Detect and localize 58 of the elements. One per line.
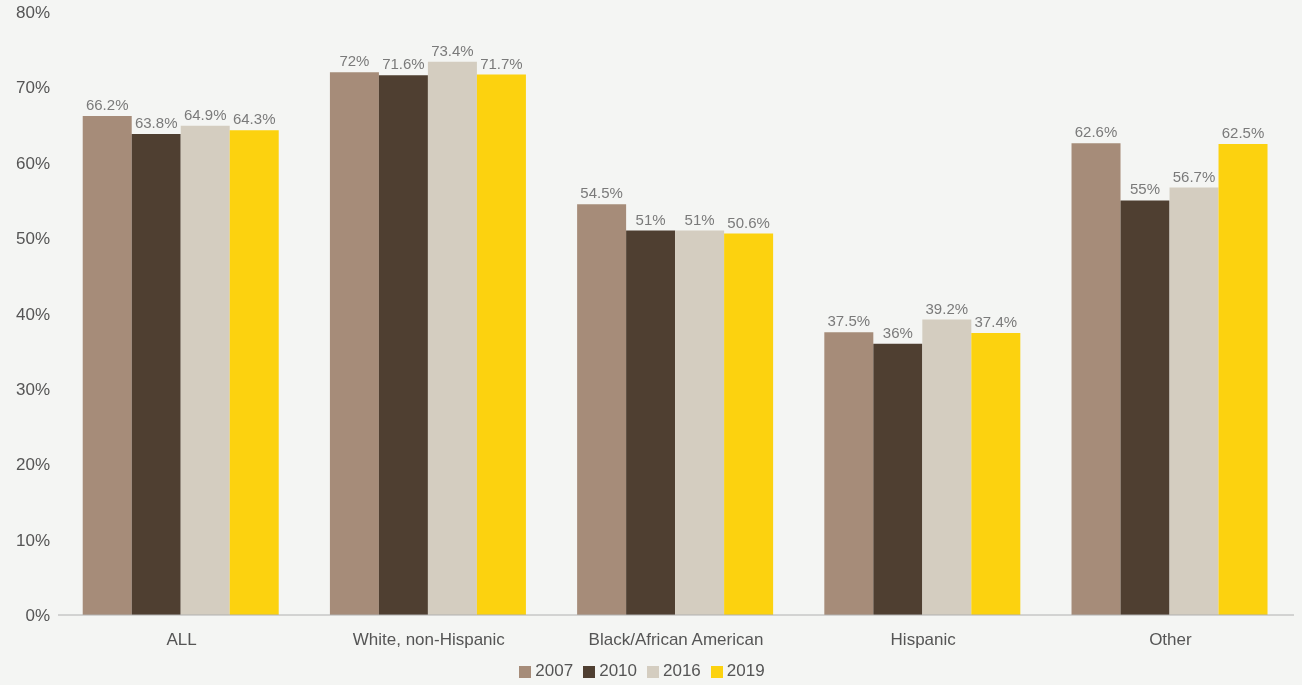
bar bbox=[675, 230, 725, 615]
data-label: 62.6% bbox=[1074, 123, 1118, 141]
bar bbox=[427, 61, 477, 615]
data-label: 64.3% bbox=[232, 110, 276, 128]
data-label: 55% bbox=[1130, 180, 1161, 198]
legend-label: 2010 bbox=[599, 661, 637, 680]
legend-label: 2007 bbox=[535, 661, 574, 680]
data-label: 36% bbox=[882, 323, 913, 341]
x-tick-label: White, non-Hispanic bbox=[352, 630, 506, 650]
data-label: 62.5% bbox=[1221, 123, 1265, 141]
x-tick-label: Hispanic bbox=[890, 630, 957, 650]
y-tick-label: 50% bbox=[15, 229, 50, 249]
data-label: 66.2% bbox=[85, 96, 129, 114]
bar bbox=[476, 74, 526, 615]
x-tick-label: ALL bbox=[166, 630, 197, 650]
bar bbox=[577, 204, 627, 615]
bar bbox=[626, 230, 676, 615]
legend-label: 2019 bbox=[726, 661, 765, 680]
y-tick-label: 80% bbox=[15, 3, 50, 23]
bar bbox=[82, 116, 132, 615]
y-tick-label: 20% bbox=[15, 455, 50, 475]
y-tick-label: 30% bbox=[15, 379, 50, 399]
data-label: 64.9% bbox=[183, 105, 227, 123]
legend-label: 2016 bbox=[663, 661, 701, 680]
data-label: 71.6% bbox=[382, 55, 425, 73]
y-tick-label: 70% bbox=[15, 78, 50, 98]
y-tick-label: 10% bbox=[15, 530, 50, 550]
data-label: 51% bbox=[635, 210, 666, 228]
bar bbox=[1218, 143, 1268, 615]
bar bbox=[873, 343, 923, 615]
data-label: 73.4% bbox=[431, 41, 474, 59]
bar bbox=[229, 130, 279, 615]
bar bbox=[1071, 143, 1121, 615]
bar bbox=[378, 75, 428, 615]
data-label: 39.2% bbox=[925, 299, 969, 317]
y-tick-label: 40% bbox=[15, 304, 50, 324]
data-label: 54.5% bbox=[580, 184, 623, 202]
y-tick-label: 0% bbox=[25, 606, 50, 626]
bar bbox=[1120, 200, 1170, 615]
bar bbox=[329, 72, 379, 615]
data-label: 56.7% bbox=[1172, 167, 1216, 185]
data-label: 63.8% bbox=[134, 114, 178, 132]
x-tick-label: Black/African American bbox=[588, 630, 764, 650]
x-tick-label: Other bbox=[1149, 630, 1192, 650]
bar bbox=[180, 125, 230, 615]
bar bbox=[131, 134, 181, 615]
bar bbox=[971, 333, 1021, 615]
bar bbox=[824, 332, 874, 615]
bar bbox=[1169, 187, 1219, 615]
bar bbox=[922, 319, 972, 615]
y-tick-label: 60% bbox=[15, 153, 50, 173]
data-label: 37.4% bbox=[974, 313, 1018, 331]
data-label: 51% bbox=[684, 210, 715, 228]
data-label: 50.6% bbox=[727, 213, 770, 231]
bar bbox=[724, 233, 774, 615]
data-label: 37.5% bbox=[827, 312, 871, 330]
data-label: 72% bbox=[339, 52, 370, 70]
data-label: 71.7% bbox=[480, 54, 523, 72]
